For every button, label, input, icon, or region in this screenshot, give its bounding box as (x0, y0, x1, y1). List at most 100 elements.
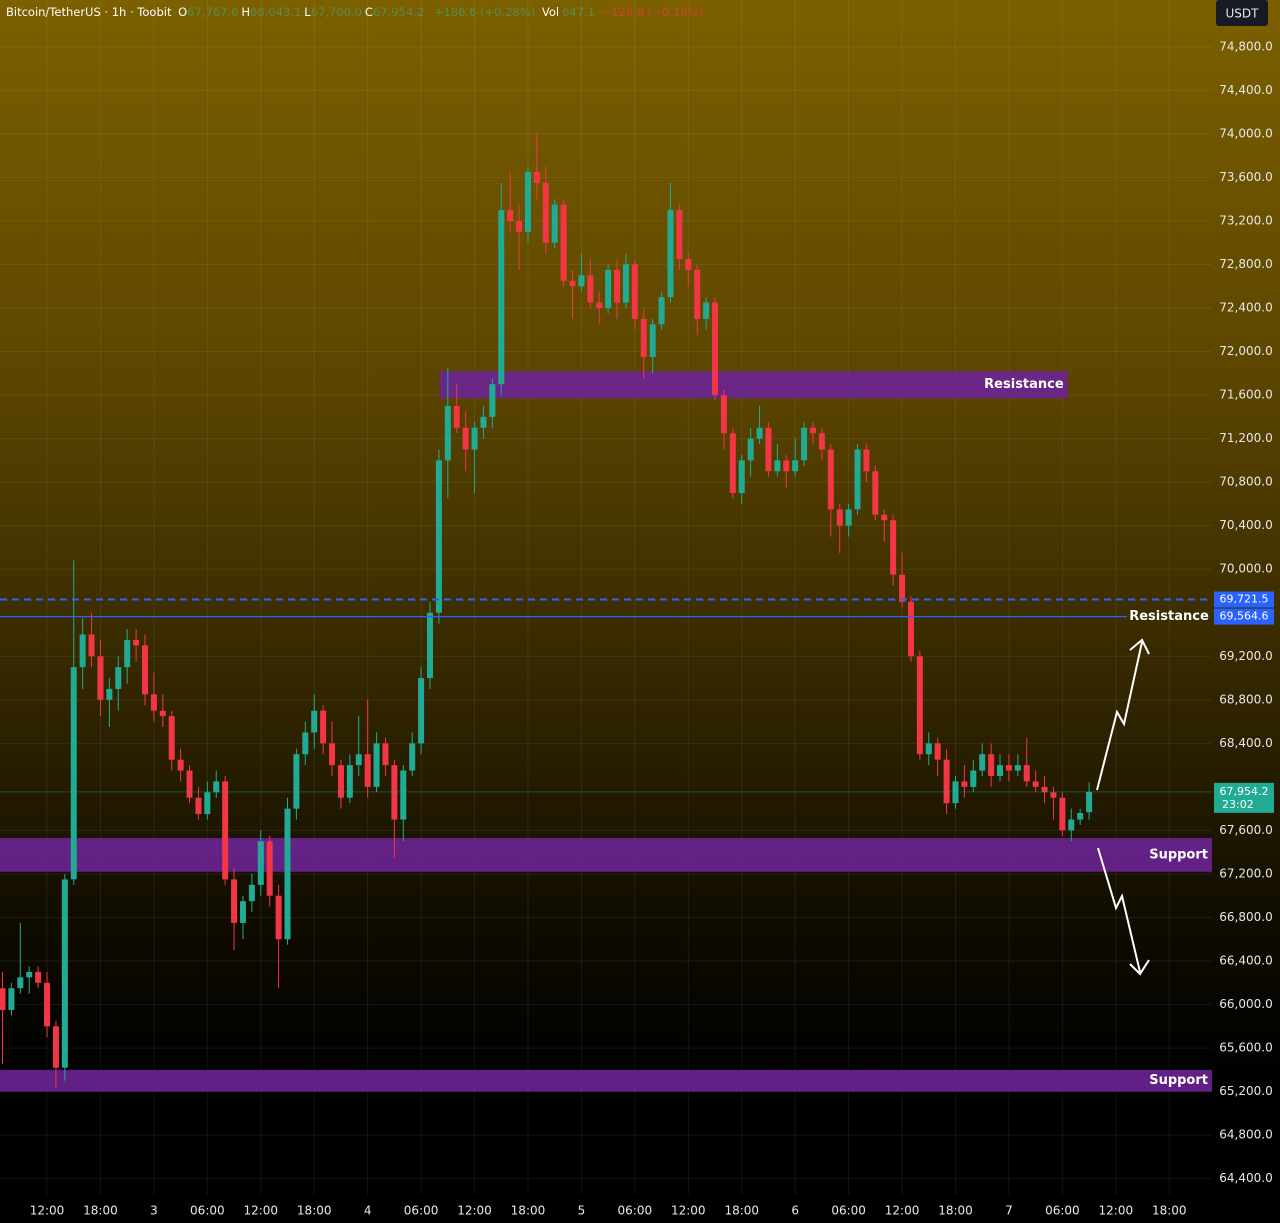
candle-body (248, 884, 255, 902)
y-tick-label: 66,000.0 (1219, 997, 1272, 1011)
candle-body (1068, 819, 1075, 831)
candle-body (462, 427, 469, 450)
candle-body (854, 449, 861, 510)
candle-body (1005, 765, 1012, 771)
candle-body (952, 781, 959, 804)
candle-body (44, 982, 51, 1027)
candle-body (569, 280, 576, 287)
candle-body (400, 770, 407, 820)
candle-body (0, 988, 6, 1010)
y-tick-label: 73,600.0 (1219, 170, 1272, 184)
candle-body (979, 754, 986, 771)
candle-body (79, 634, 86, 668)
x-tick-label: 18:00 (724, 1204, 759, 1218)
candle-body (435, 460, 442, 613)
candle-body (141, 645, 148, 695)
candle-body (943, 759, 950, 804)
zone-label: Support (1149, 847, 1208, 862)
x-tick-label: 18:00 (938, 1204, 973, 1218)
change: +186.6 (+0.28%) (433, 5, 536, 19)
candle-body (1014, 765, 1021, 771)
candle-body (1023, 765, 1030, 782)
level-price-label: 69,721.5 (1220, 593, 1269, 606)
volume-change: −128.9 (−0.19%) (601, 5, 704, 19)
candle-body (524, 171, 531, 232)
scenario-arrows (1096, 638, 1150, 976)
y-tick-label: 64,800.0 (1219, 1128, 1272, 1142)
countdown: 23:02 (1222, 798, 1254, 811)
candle-body (720, 395, 727, 434)
legend-header: Bitcoin/TetherUS · 1h · Toobit O67,767.6… (6, 5, 706, 19)
y-tick-label: 72,800.0 (1219, 257, 1272, 271)
candle-body (70, 667, 77, 880)
candle-body (507, 210, 514, 221)
candle-body (1077, 812, 1084, 820)
candle-body (159, 710, 166, 717)
candle-body (729, 433, 736, 494)
y-tick-label: 71,600.0 (1219, 388, 1272, 402)
candle-body (35, 971, 42, 983)
ohlc-label: O (178, 5, 188, 19)
last-price-box (1214, 782, 1274, 813)
y-tick-label: 74,400.0 (1219, 83, 1272, 97)
currency-label[interactable]: USDT (1226, 7, 1260, 21)
x-tick-label: 3 (150, 1204, 158, 1218)
levels: 69,721.5 Resistance 69,564.6 67,954.223:02 (0, 591, 1274, 813)
candle-body (346, 765, 353, 798)
ohlc-value: 68,043.1 (250, 5, 302, 19)
y-tick-label: 70,800.0 (1219, 475, 1272, 489)
candle-body (355, 754, 362, 766)
candle-body (596, 302, 603, 309)
y-tick-label: 70,000.0 (1219, 562, 1272, 576)
candle-body (934, 743, 941, 760)
candle-body (195, 797, 202, 815)
y-tick-label: 65,600.0 (1219, 1041, 1272, 1055)
candle-body (1059, 797, 1066, 831)
candle-body (293, 754, 300, 809)
candle-body (640, 318, 647, 357)
candle-body (818, 433, 825, 450)
x-tick-label: 06:00 (831, 1204, 866, 1218)
zone (439, 371, 1068, 399)
zone (0, 1069, 1212, 1092)
y-tick-label: 72,000.0 (1219, 344, 1272, 358)
y-tick-label: 69,200.0 (1219, 649, 1272, 663)
candle-body (863, 449, 870, 472)
zone (0, 838, 1212, 872)
candle-body (106, 688, 113, 700)
candle-body (337, 765, 344, 798)
up-arrow-head (1129, 638, 1150, 655)
up-arrow (1096, 641, 1143, 791)
x-tick-label: 7 (1005, 1204, 1013, 1218)
candle-body (738, 460, 745, 494)
candle-body (890, 520, 897, 575)
candle-body (275, 895, 282, 940)
y-tick-label: 68,400.0 (1219, 736, 1272, 750)
ohlc-label: C (364, 5, 373, 19)
candle-body (231, 879, 238, 923)
y-tick-label: 71,200.0 (1219, 431, 1272, 445)
candle-body (124, 639, 131, 668)
candle-body (1032, 781, 1039, 787)
y-tick-label: 68,800.0 (1219, 692, 1272, 706)
y-tick-label: 74,800.0 (1219, 39, 1272, 53)
candle-body (542, 182, 549, 243)
candle-body (266, 841, 273, 896)
candle-body (391, 765, 398, 820)
y-tick-label: 74,000.0 (1219, 126, 1272, 140)
y-tick-label: 73,200.0 (1219, 213, 1272, 227)
candle-body (792, 460, 799, 472)
candle-body (988, 754, 995, 776)
down-arrow-head (1129, 959, 1150, 976)
y-tick-label: 65,200.0 (1219, 1084, 1272, 1098)
grid (0, 0, 1212, 1195)
ohlc: O67,767.6 H68,043.1 L67,700.0 C67,954.2 (178, 5, 427, 19)
candle-body (409, 743, 416, 771)
ohlc-label: L (304, 5, 311, 19)
currency-button[interactable] (1216, 0, 1268, 26)
candle-body (302, 732, 309, 755)
candle-body (836, 509, 843, 526)
x-tick-label: 06:00 (404, 1204, 439, 1218)
x-tick-label: 12:00 (30, 1204, 65, 1218)
